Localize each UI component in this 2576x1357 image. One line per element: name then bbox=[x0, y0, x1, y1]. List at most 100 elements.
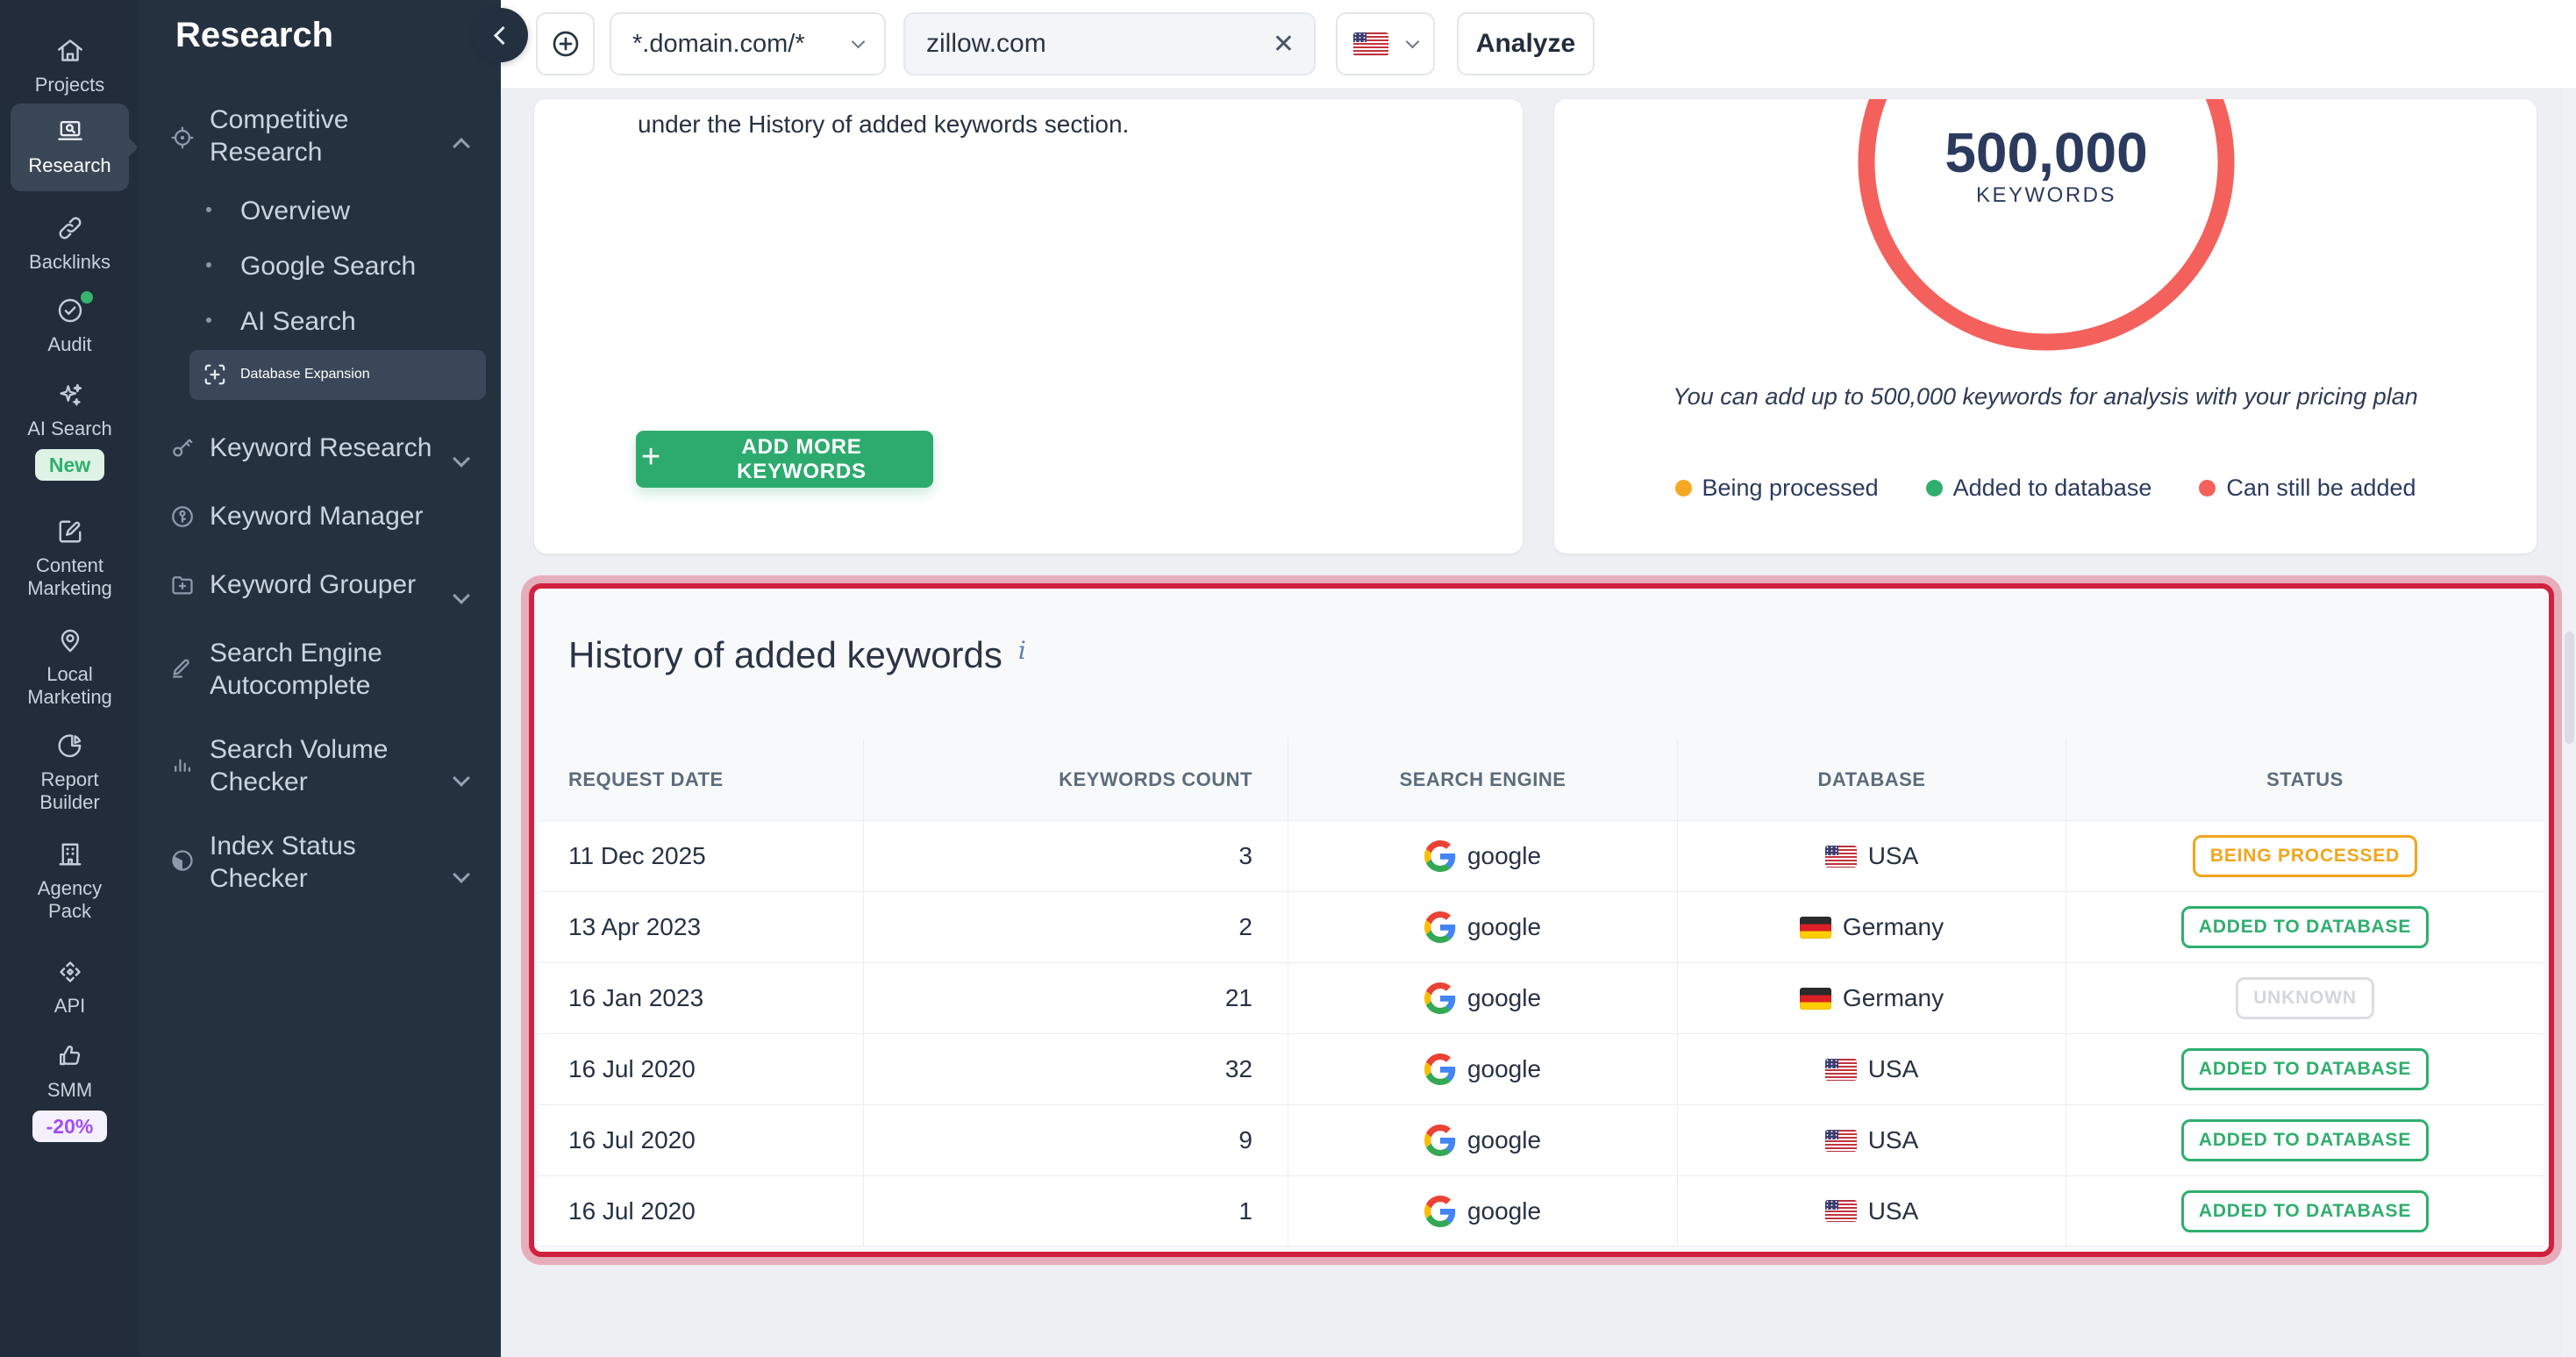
sidebar-item-backlinks[interactable]: Backlinks bbox=[0, 212, 139, 274]
clear-icon[interactable]: ✕ bbox=[1272, 29, 1295, 59]
scrollbar-thumb[interactable] bbox=[2565, 632, 2574, 744]
cell-status: ADDED TO DATABASE bbox=[2066, 1176, 2544, 1246]
sidebar-item-content-marketing[interactable]: Content Marketing bbox=[0, 516, 139, 600]
home-icon bbox=[54, 35, 86, 67]
panel-title: Research bbox=[175, 16, 334, 54]
chevron-down-icon bbox=[453, 442, 470, 472]
sidebar-item-agency-pack[interactable]: Agency Pack bbox=[0, 839, 139, 923]
cell-request-date: 11 Dec 2025 bbox=[568, 842, 706, 869]
usa-flag-icon bbox=[1353, 32, 1388, 56]
bullet-dot bbox=[206, 262, 211, 268]
add-more-keywords-button[interactable]: + ADD MORE KEYWORDS bbox=[636, 431, 933, 488]
sidebar-item-research[interactable]: Research bbox=[11, 104, 129, 191]
cell-search-engine: google bbox=[1288, 1176, 1677, 1246]
sidebar-item-local-marketing[interactable]: Local Marketing bbox=[0, 625, 139, 709]
sidebar-item-projects[interactable]: Projects bbox=[0, 35, 139, 96]
table-row: 16 Jan 2023 21 google Germany UNKNOWN bbox=[539, 962, 2544, 1033]
chevron-down-icon bbox=[453, 579, 470, 609]
cell-request-date: 16 Jul 2020 bbox=[568, 1196, 696, 1225]
folder-plus-icon bbox=[168, 570, 199, 600]
status-badge: ADDED TO DATABASE bbox=[2180, 906, 2430, 948]
sidebar-item-label: Content Marketing bbox=[27, 554, 112, 599]
cell-search-engine: google bbox=[1288, 1034, 1677, 1104]
cell-keywords-count: 3 bbox=[863, 821, 1288, 891]
search-input[interactable] bbox=[924, 28, 1244, 60]
building-icon bbox=[54, 839, 86, 870]
cell-status: BEING PROCESSED bbox=[2066, 821, 2544, 891]
cell-search-engine: google bbox=[1288, 821, 1677, 891]
google-icon bbox=[1424, 911, 1456, 943]
google-icon bbox=[1424, 1053, 1456, 1085]
sidebar-item-label: Agency Pack bbox=[37, 877, 103, 922]
nav-item-label: Database Expansion bbox=[240, 367, 370, 382]
status-badge: ADDED TO DATABASE bbox=[2180, 1119, 2430, 1161]
info-icon[interactable]: i bbox=[1017, 636, 1026, 665]
country-select[interactable] bbox=[1336, 12, 1435, 75]
scrollbar-track[interactable] bbox=[2563, 88, 2576, 1357]
add-project-button[interactable] bbox=[536, 12, 595, 75]
cell-database: USA bbox=[1677, 1034, 2066, 1104]
domain-scope-select[interactable]: *.domain.com/* bbox=[610, 12, 886, 75]
sidebar-item-label: Projects bbox=[34, 74, 105, 96]
germany-flag-icon bbox=[1799, 916, 1831, 939]
edit-icon bbox=[54, 516, 86, 547]
table-row: 16 Jul 2020 1 google USA ADDED TO DATABA… bbox=[539, 1175, 2544, 1246]
api-icon bbox=[54, 956, 86, 988]
cell-search-engine: google bbox=[1288, 892, 1677, 962]
nav-item-label: AI Search bbox=[240, 307, 356, 336]
discount-badge: -20% bbox=[32, 1111, 108, 1142]
cell-keywords-count: 9 bbox=[863, 1105, 1288, 1175]
nav-item-label: Keyword Grouper bbox=[210, 570, 417, 599]
cell-request-date: 13 Apr 2023 bbox=[568, 913, 702, 940]
chevron-down-icon bbox=[453, 858, 470, 888]
cell-database: Germany bbox=[1677, 892, 2066, 962]
domain-scope-value: *.domain.com/* bbox=[632, 29, 805, 58]
status-badge: BEING PROCESSED bbox=[2192, 835, 2418, 877]
link-icon bbox=[54, 212, 86, 244]
column-header: STATUS bbox=[2066, 739, 2544, 820]
analyze-button[interactable]: Analyze bbox=[1457, 12, 1595, 75]
intro-text: under the History of added keywords sect… bbox=[638, 111, 1130, 138]
domain-search-field[interactable]: ✕ bbox=[903, 12, 1316, 75]
cell-status: ADDED TO DATABASE bbox=[2066, 1105, 2544, 1175]
new-badge: New bbox=[34, 449, 105, 481]
bar-chart-icon bbox=[168, 749, 199, 779]
google-icon bbox=[1424, 1195, 1456, 1227]
chevron-up-icon bbox=[453, 130, 470, 160]
section-title: History of added keywords i bbox=[568, 634, 1026, 675]
sidebar-item-smm[interactable]: SMM -20% bbox=[0, 1040, 139, 1142]
table-row: 16 Jul 2020 9 google USA ADDED TO DATABA… bbox=[539, 1104, 2544, 1175]
google-icon bbox=[1424, 840, 1456, 872]
research-nav-panel: Research Competitive Research Overview G… bbox=[139, 0, 501, 1357]
plus-icon: + bbox=[641, 439, 661, 475]
sidebar-item-report-builder[interactable]: Report Builder bbox=[0, 730, 139, 814]
top-bar: *.domain.com/* ✕ Analyze bbox=[501, 0, 2576, 88]
cell-request-date: 16 Jul 2020 bbox=[568, 1055, 696, 1082]
keywords-limit-card: 500,000 KEYWORDS You can add up to 500,0… bbox=[1554, 99, 2537, 554]
collapse-panel-button[interactable] bbox=[474, 8, 528, 62]
sidebar-item-audit[interactable]: Audit bbox=[0, 291, 139, 356]
cell-keywords-count: 1 bbox=[863, 1176, 1288, 1246]
nav-item-label: Index Status Checker bbox=[210, 832, 356, 893]
legend-item: Being processed bbox=[1674, 475, 1879, 502]
sidebar-item-ai-search[interactable]: AI Search New bbox=[0, 379, 139, 481]
pie-chart-icon bbox=[54, 730, 86, 761]
cell-search-engine: google bbox=[1288, 963, 1677, 1033]
column-header: DATABASE bbox=[1677, 739, 2066, 820]
nav-item-label: Search Engine Autocomplete bbox=[210, 639, 382, 700]
chevron-down-icon bbox=[851, 34, 866, 48]
chevron-left-icon bbox=[493, 25, 513, 45]
nav-item-label: Overview bbox=[240, 196, 351, 225]
sidebar-item-label: Research bbox=[28, 154, 111, 176]
key-icon bbox=[168, 433, 199, 463]
pencil-icon bbox=[168, 653, 199, 682]
bullet-dot bbox=[206, 207, 211, 212]
status-badge: UNKNOWN bbox=[2236, 977, 2374, 1019]
table-row: 11 Dec 2025 3 google USA BEING PROCESSED bbox=[539, 820, 2544, 891]
sidebar-item-api[interactable]: API bbox=[0, 956, 139, 1018]
cell-database: USA bbox=[1677, 1176, 2066, 1246]
nav-item-label: Competitive Research bbox=[210, 105, 349, 167]
cell-keywords-count: 2 bbox=[863, 892, 1288, 962]
keywords-limit-gauge bbox=[1858, 99, 2235, 351]
nav-item-database-expansion[interactable]: Database Expansion bbox=[189, 350, 486, 400]
